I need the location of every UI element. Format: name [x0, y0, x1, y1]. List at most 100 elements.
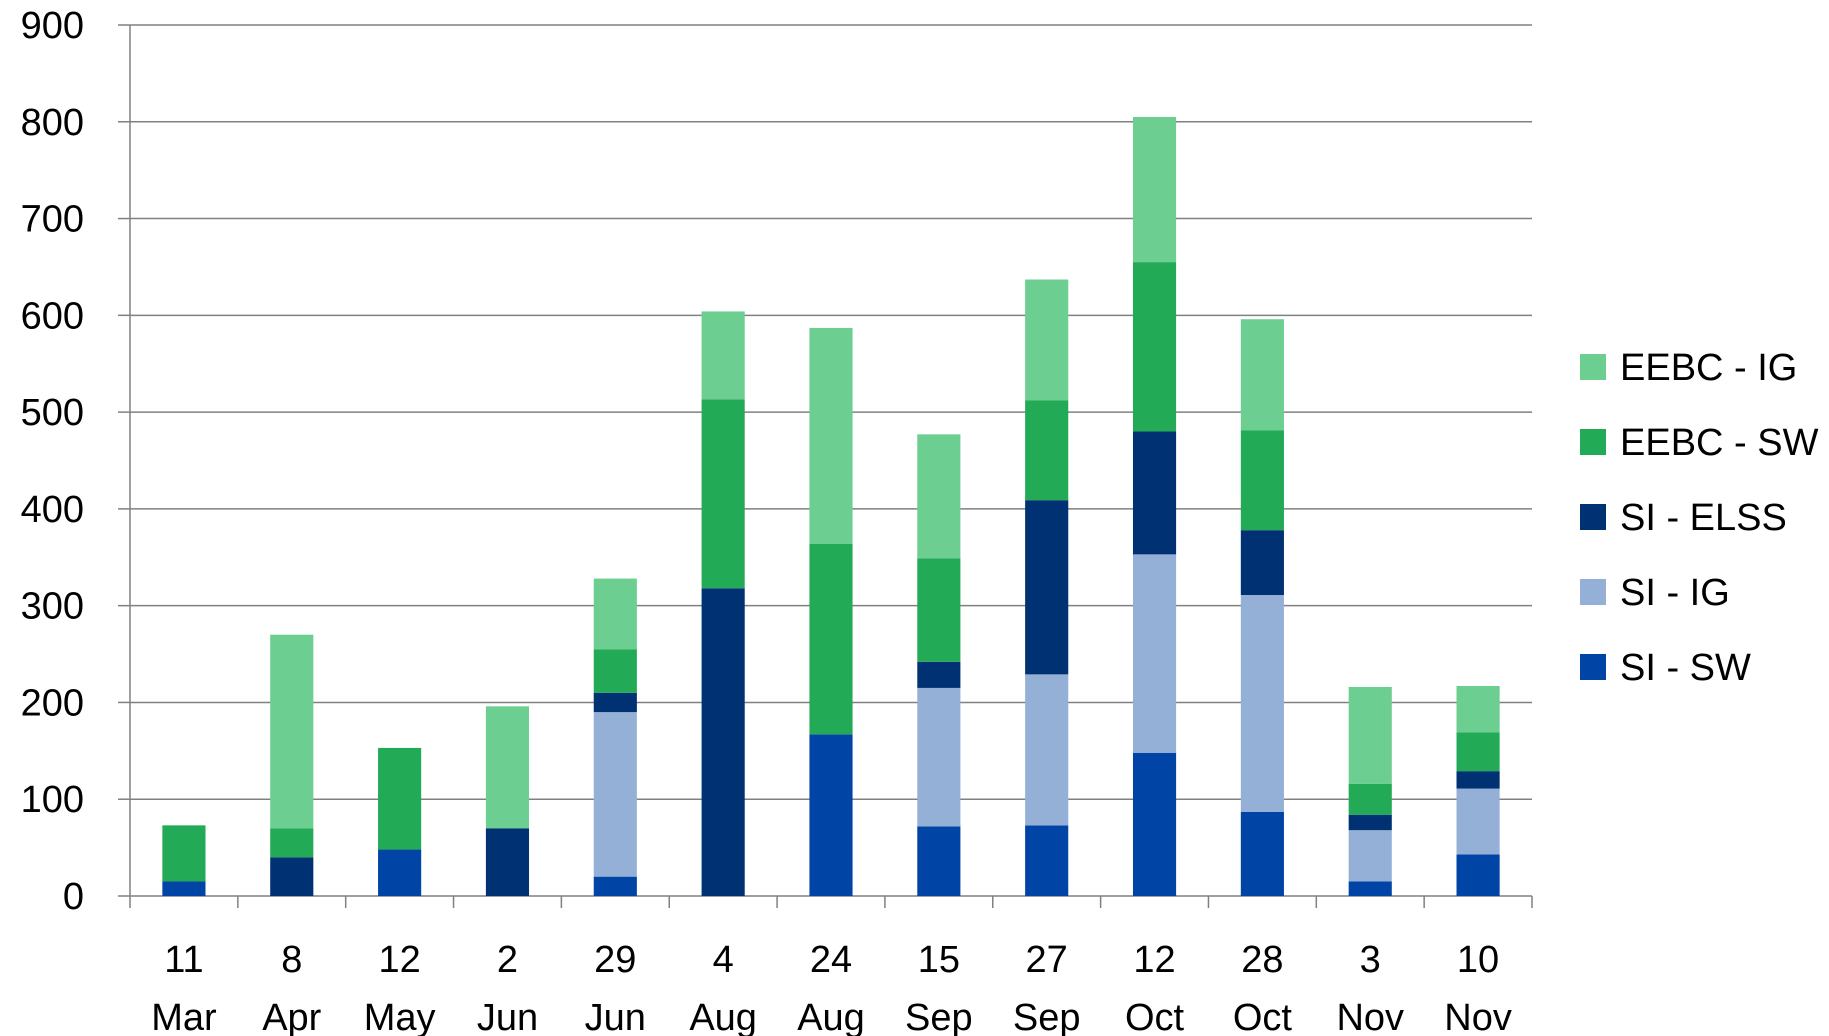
bar-segment [1025, 400, 1069, 501]
bar-segment [270, 634, 314, 829]
bar-segment [1456, 771, 1500, 789]
bar-segment [917, 687, 961, 827]
bar-segment [917, 661, 961, 688]
x-tick-label-month: Sep [1013, 997, 1081, 1036]
x-tick-label-day: 3 [1360, 939, 1381, 981]
bar-segment [593, 649, 637, 693]
bar-segment [1025, 674, 1069, 826]
bar-segment [1348, 783, 1392, 815]
y-tick-label: 300 [21, 586, 84, 628]
legend-swatch [1580, 504, 1606, 530]
x-tick-label-month: Oct [1233, 997, 1293, 1036]
x-tick-label-month: Apr [262, 997, 321, 1036]
x-tick-label-month: Aug [689, 997, 757, 1036]
legend-label: SI - ELSS [1620, 497, 1787, 539]
y-tick-label: 0 [63, 876, 84, 918]
x-tick-label-day: 11 [164, 939, 203, 981]
bar-segment [593, 712, 637, 877]
x-tick-label-day: 10 [1457, 939, 1499, 981]
x-tick-label-month: Jun [477, 997, 538, 1036]
legend-swatch [1580, 429, 1606, 455]
bar-segment [809, 327, 853, 544]
bar-segment [593, 578, 637, 650]
y-axis-tick-labels: 0 100 200 300 400 500 600 700 800 900 [21, 5, 84, 918]
bar-segment [809, 734, 853, 896]
bar-segment [1240, 319, 1284, 431]
bar-segment [1456, 854, 1500, 896]
bar-segment [162, 825, 206, 882]
y-tick-label: 600 [21, 295, 84, 337]
x-tick-label-day: 12 [1133, 939, 1175, 981]
x-tick-label-day: 12 [378, 939, 420, 981]
bar-segment [1348, 881, 1392, 896]
x-tick-label-month: Aug [797, 997, 865, 1036]
y-tick-label: 400 [21, 489, 84, 531]
bar-segment [809, 543, 853, 735]
x-tick-label-day: 29 [594, 939, 636, 981]
bar-segment [162, 881, 206, 896]
x-tick-label-day: 4 [713, 939, 734, 981]
legend-swatch [1580, 579, 1606, 605]
x-axis-tick-labels: 11 Mar 8 Apr 12 May 2 Jun 29 Jun 4 Aug 24 Aug 15 Sep 27 S… [151, 939, 1512, 1036]
bar-segment [1025, 825, 1069, 896]
bar-segment [270, 857, 314, 896]
bar-segment [1348, 830, 1392, 882]
legend-label: EEBC - SW [1620, 422, 1819, 464]
y-tick-label: 100 [21, 779, 84, 821]
legend: EEBC - IG EEBC - SW SI - ELSS SI - IG SI - S… [1580, 347, 1819, 689]
bar-segment [593, 876, 637, 896]
legend-label: SI - SW [1620, 647, 1751, 689]
bar-segment [1132, 116, 1177, 263]
bar-segment [1025, 279, 1069, 401]
bar-segment [378, 849, 422, 896]
bar-segment [1132, 262, 1177, 432]
x-tick-label-day: 28 [1241, 939, 1283, 981]
y-tick-label: 800 [21, 102, 84, 144]
bar-segment [485, 706, 530, 829]
x-tick-label-day: 15 [918, 939, 960, 981]
bar-segment [1456, 685, 1500, 733]
bar-segment [1348, 686, 1392, 784]
bar-segment [485, 828, 530, 896]
bar-segment [1132, 752, 1177, 896]
bar-segment [593, 692, 637, 713]
bar-segment [1240, 595, 1284, 812]
y-tick-label: 500 [21, 392, 84, 434]
x-tick-label-day: 2 [497, 939, 518, 981]
bar-segment [1240, 811, 1284, 896]
bar-segment [701, 399, 745, 589]
legend-swatch [1580, 654, 1606, 680]
bar-segment [1240, 530, 1284, 596]
bar-segment [1240, 430, 1284, 531]
bar-segment [917, 558, 961, 662]
y-tick-label: 900 [21, 5, 84, 47]
legend-swatch [1580, 354, 1606, 380]
legend-label: EEBC - IG [1620, 347, 1797, 389]
bars [162, 116, 1500, 896]
bar-segment [378, 747, 422, 850]
x-tick-label-month: Jun [585, 997, 646, 1036]
x-tick-label-month: Nov [1444, 997, 1512, 1036]
legend-label: SI - IG [1620, 572, 1730, 614]
y-tick-label: 700 [21, 199, 84, 241]
bar-segment [1132, 554, 1177, 753]
bar-segment [917, 434, 961, 559]
x-tick-label-month: Mar [151, 997, 217, 1036]
x-tick-label-day: 24 [810, 939, 852, 981]
bar-segment [1132, 431, 1177, 555]
y-tick-label: 200 [21, 682, 84, 724]
bar-segment [1456, 788, 1500, 855]
bar-segment [701, 588, 745, 896]
bar-segment [1348, 814, 1392, 831]
x-tick-label-day: 27 [1026, 939, 1068, 981]
x-tick-label-month: Nov [1336, 997, 1404, 1036]
x-tick-label-month: May [364, 997, 436, 1036]
bar-segment [917, 826, 961, 896]
x-tick-label-day: 8 [281, 939, 302, 981]
bar-segment [270, 828, 314, 858]
x-tick-label-month: Oct [1125, 997, 1185, 1036]
bar-segment [701, 311, 745, 400]
bar-segment [1456, 732, 1500, 772]
bar-segment [1025, 500, 1069, 675]
